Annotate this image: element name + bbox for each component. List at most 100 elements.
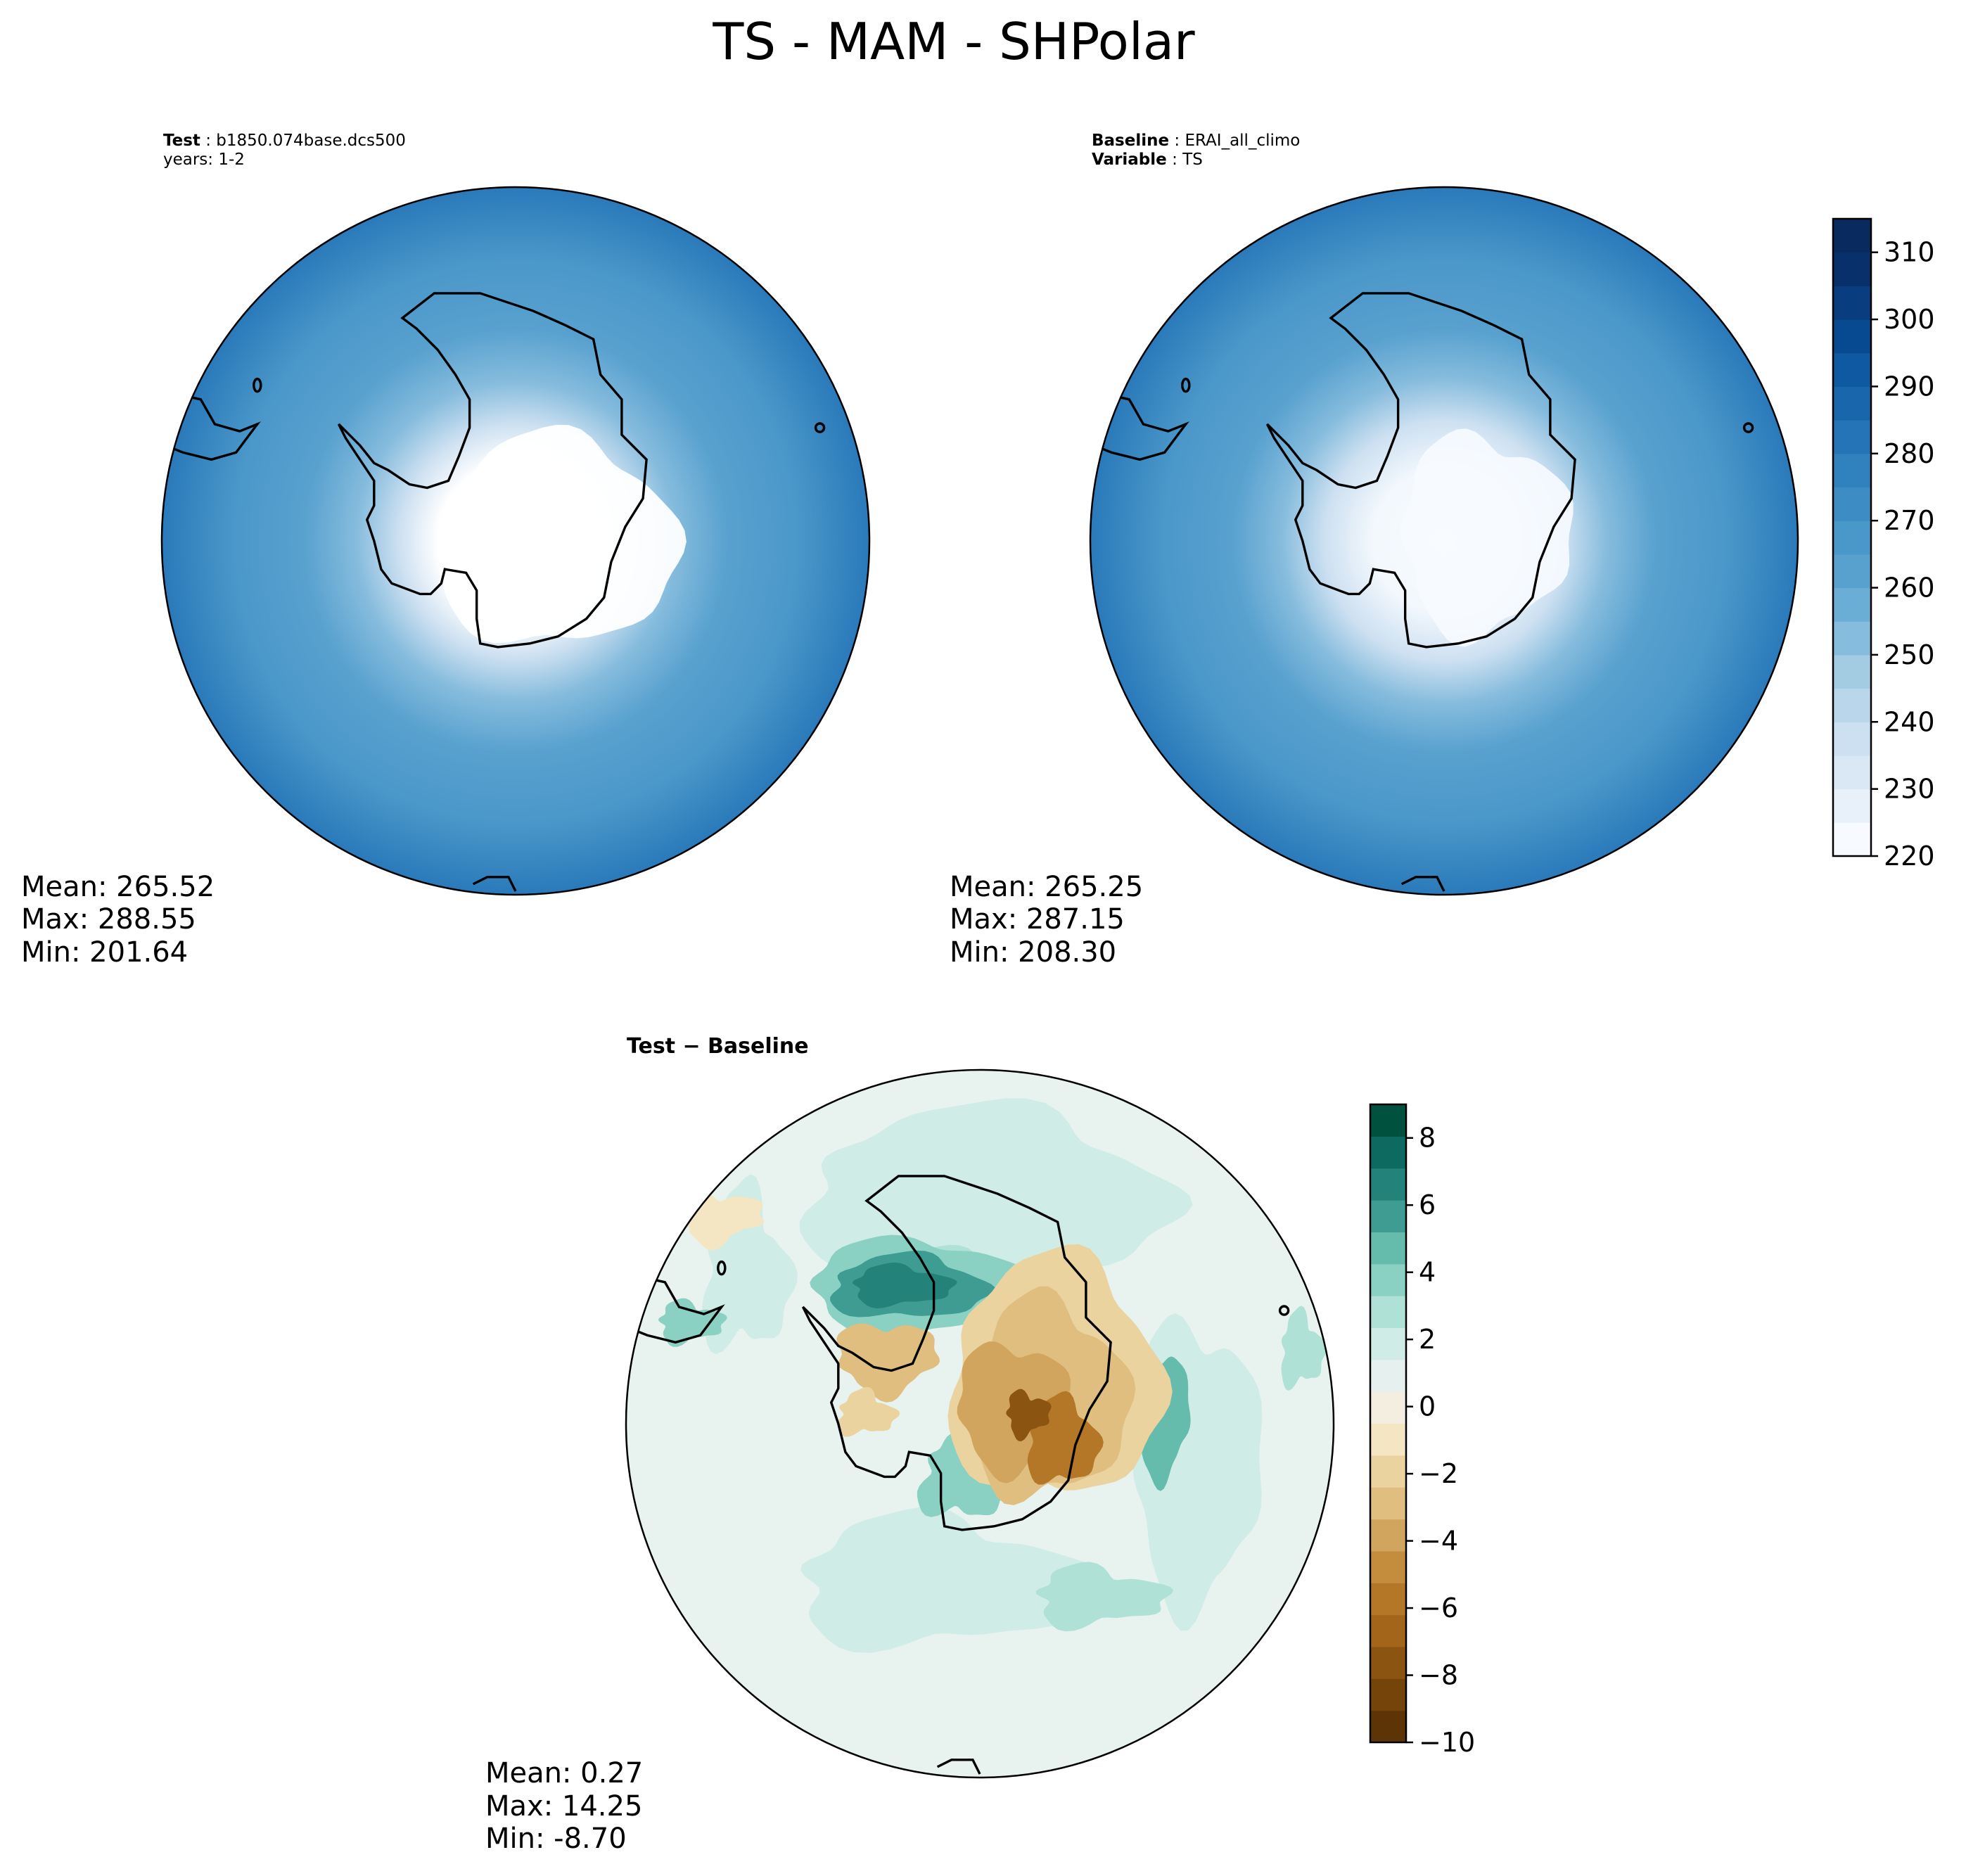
diff-colorbar-segment [1370,1327,1406,1360]
diff-colorbar-segment [1370,1136,1406,1169]
test-years: years: 1-2 [163,151,245,169]
island-outline [253,377,262,393]
diff-colorbar-tick-label: 4 [1419,1257,1436,1288]
test-cold-core [442,425,687,644]
baseline-mean: Mean: 265.25 [950,871,1143,903]
baseline-max: Max: 287.15 [950,903,1125,936]
island-outline [1278,1305,1290,1316]
diff-colorbar-tick-label: −10 [1419,1727,1475,1758]
coastline-africa [936,1759,981,1775]
diff-colorbar-segment [1370,1678,1406,1711]
main-colorbar-segment [1833,755,1871,790]
main-colorbar: 220 230 240 250 260 270 280 290 300 310 [1832,217,1935,872]
test-mean: Mean: 265.52 [21,871,215,903]
main-colorbar-tick-label: 260 [1884,573,1935,604]
main-colorbar-segment [1833,219,1871,253]
main-colorbar-segment [1833,453,1871,488]
diff-colorbar-tick-label: −8 [1419,1660,1458,1691]
diff-map-field [626,1070,1334,1778]
main-colorbar-segment [1833,487,1871,521]
diff-anomaly-region [800,1507,1099,1653]
diff-min: Min: -8.70 [485,1823,627,1855]
test-min: Min: 201.64 [21,936,188,969]
main-colorbar-segment [1833,789,1871,823]
diff-title: Test − Baseline [627,1034,809,1059]
main-colorbar-segment [1833,319,1871,354]
main-colorbar-tick-label: 280 [1884,438,1935,469]
baseline-map-field [1090,187,1798,895]
main-colorbar-tick-label: 220 [1884,841,1935,872]
diff-colorbar-frame [1369,1103,1408,1744]
main-colorbar-segment [1833,688,1871,722]
diff-colorbar-segment [1370,1487,1406,1520]
main-colorbar-segment [1833,654,1871,689]
test-map-boundary [160,186,871,896]
diff-colorbar-segment [1370,1423,1406,1456]
diff-colorbar-segment [1370,1519,1406,1552]
main-colorbar-segment [1833,554,1871,589]
baseline-cold-core [1400,428,1574,647]
diff-anomaly-region [837,1386,900,1437]
diff-anomaly-region [1006,1389,1052,1441]
main-colorbar-tick-label: 250 [1884,639,1935,670]
diff-colorbar: −10 −8 −6 −4 −2 0 2 4 6 8 [1369,1103,1475,1758]
diff-colorbar-tick-label: −4 [1419,1526,1458,1557]
baseline-map-boundary [1089,186,1799,896]
test-label: Test : b1850.074base.dcs500 [163,132,406,150]
diff-colorbar-segment [1370,1614,1406,1647]
diff-colorbar-segment [1370,1296,1406,1329]
diff-anomaly-region [1281,1306,1327,1391]
diff-anomaly-region [1035,1562,1174,1632]
diff-colorbar-tick-label: 0 [1419,1391,1436,1422]
diff-colorbar-tick-label: −2 [1419,1458,1458,1489]
main-colorbar-tick-label: 290 [1884,371,1935,402]
island-outline [1181,377,1191,393]
diff-colorbar-segment [1370,1104,1406,1137]
main-colorbar-tick-label: 230 [1884,774,1935,805]
test-max: Max: 288.55 [21,903,196,936]
main-colorbar-segment [1833,420,1871,454]
diff-colorbar-tick-label: 8 [1419,1123,1436,1154]
main-colorbar-tick-label: 300 [1884,304,1935,335]
main-colorbar-segment [1833,722,1871,756]
baseline-label: Baseline : ERAI_all_climo [1092,132,1300,150]
main-colorbar-segment [1833,822,1871,857]
diff-colorbar-segment [1370,1359,1406,1392]
island-outline [1742,422,1754,433]
main-colorbar-frame [1832,217,1872,857]
main-colorbar-segment [1833,386,1871,421]
main-colorbar-segment [1833,621,1871,656]
figure-title: TS - MAM - SHPolar [712,12,1195,71]
island-outline [717,1260,727,1276]
diff-colorbar-segment [1370,1455,1406,1488]
diff-colorbar-segment [1370,1550,1406,1583]
island-outline [814,422,826,433]
diff-map-boundary [625,1068,1335,1779]
diff-colorbar-segment [1370,1263,1406,1296]
diff-mean: Mean: 0.27 [485,1757,643,1789]
coastline-africa [472,876,517,892]
main-colorbar-tick-label: 240 [1884,706,1935,737]
diff-colorbar-tick-label: 6 [1419,1189,1436,1220]
baseline-min: Min: 208.30 [950,936,1116,969]
diff-anomaly-region [852,1262,957,1309]
diff-colorbar-segment [1370,1646,1406,1679]
baseline-variable: Variable : TS [1092,151,1203,169]
main-colorbar-segment [1833,352,1871,388]
diff-colorbar-segment [1370,1200,1406,1232]
diff-colorbar-tick-label: 2 [1419,1324,1436,1355]
diff-colorbar-segment [1370,1168,1406,1201]
diff-colorbar-segment [1370,1710,1406,1743]
main-colorbar-tick-label: 310 [1884,237,1935,268]
test-map-field [162,187,869,895]
diff-colorbar-segment [1370,1583,1406,1616]
diff-colorbar-tick-label: −6 [1419,1593,1458,1623]
main-colorbar-segment [1833,587,1871,622]
coastline-africa [1400,876,1445,892]
main-colorbar-segment [1833,521,1871,555]
diff-colorbar-segment [1370,1232,1406,1265]
